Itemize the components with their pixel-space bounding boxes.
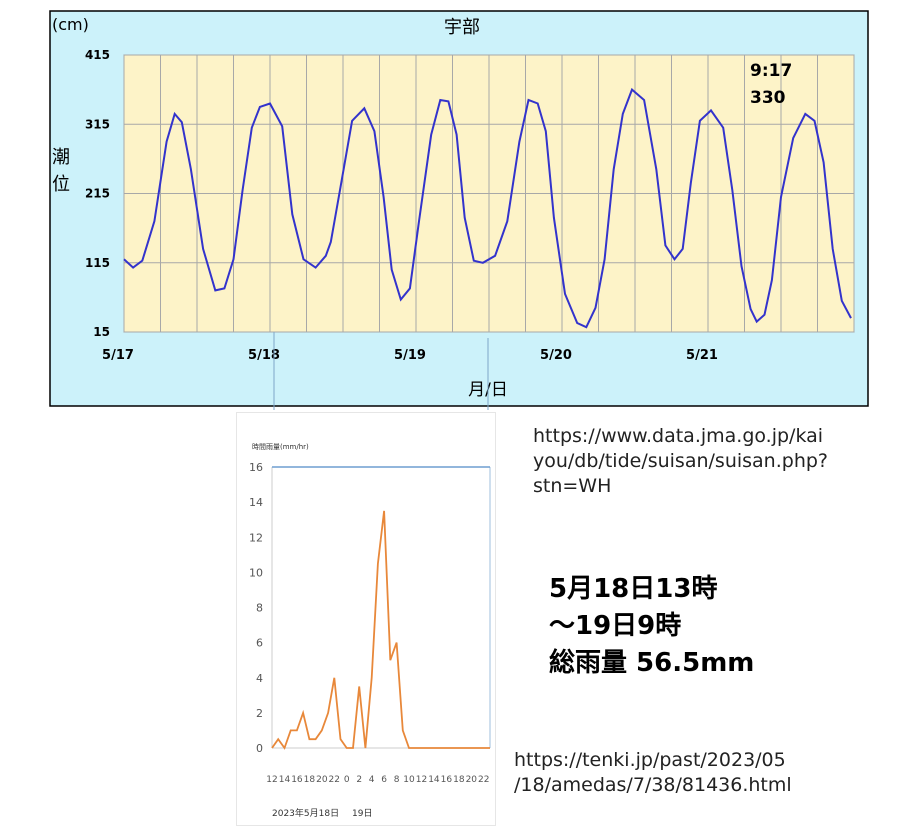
rain-y-tick-8: 8 <box>256 602 263 615</box>
rain-x-tick-10: 8 <box>394 775 400 785</box>
rain-x-tick-15: 18 <box>453 775 465 785</box>
tide-annotation-time: 9:17 <box>750 61 792 81</box>
tide-grid <box>123 54 855 333</box>
summary-total-rainfall: 総雨量 56.5mm <box>549 648 755 678</box>
rain-x-tick-11: 10 <box>403 775 415 785</box>
rain-x-tick-2: 16 <box>291 775 303 785</box>
rain-x-tick-1: 14 <box>279 775 291 785</box>
rain-x-tick-14: 16 <box>441 775 453 785</box>
rain-series-line <box>271 510 490 750</box>
rain-chart-frame <box>236 412 496 826</box>
rain-y-tick-4: 4 <box>256 672 263 685</box>
tide-series-line <box>123 87 852 329</box>
rain-y-tick-16: 16 <box>249 461 263 474</box>
rain-x-tick-9: 6 <box>381 775 387 785</box>
tide-x-tick-1: 5/18 <box>248 348 280 363</box>
summary-period-start: 5月18日13時 <box>549 574 718 604</box>
tide-annotation-value: 330 <box>750 88 786 108</box>
tide-x-tick-4: 5/21 <box>686 348 718 363</box>
tide-y-tick-115: 115 <box>85 256 110 270</box>
rain-y-tick-12: 12 <box>249 531 263 544</box>
tide-y-tick-15: 15 <box>93 325 110 339</box>
rain-source-url[interactable]: https://tenki.jp/past/2023/05 /18/amedas… <box>514 749 792 796</box>
tide-y-tick-415: 415 <box>85 48 110 62</box>
tide-y-tick-labels: 15 115 215 315 415 <box>85 48 110 339</box>
tide-x-tick-0: 5/17 <box>102 348 134 363</box>
rain-x-tick-13: 14 <box>428 775 440 785</box>
rain-y-tick-14: 14 <box>249 496 263 509</box>
rain-x-tick-4: 20 <box>316 775 328 785</box>
rain-x-tick-0: 12 <box>266 775 277 785</box>
rain-date-label-19: 19日 <box>352 808 372 819</box>
rain-date-label-18: 2023年5月18日 <box>272 807 339 819</box>
rain-y-tick-labels: 0 2 4 6 8 10 12 14 16 <box>249 461 263 755</box>
rain-x-tick-6: 0 <box>344 775 350 785</box>
tide-y-label-char-2: 位 <box>52 174 70 195</box>
tide-source-url[interactable]: https://www.data.jma.go.jp/kai you/db/ti… <box>533 425 829 497</box>
tide-y-label-char-1: 潮 <box>52 147 70 168</box>
rain-x-tick-12: 12 <box>416 775 427 785</box>
rain-x-tick-8: 4 <box>369 775 375 785</box>
rain-y-tick-2: 2 <box>256 707 263 720</box>
rain-x-tick-labels: 12 14 16 18 20 22 0 2 4 6 8 10 12 14 16 18 20 22 <box>266 775 489 785</box>
tide-unit-label: (cm) <box>52 15 89 34</box>
tide-y-axis-label: 潮 位 <box>52 147 70 195</box>
tide-x-tick-labels: 5/17 5/18 5/19 5/20 5/21 <box>102 348 718 363</box>
rain-x-tick-7: 2 <box>356 775 362 785</box>
rain-x-tick-5: 22 <box>329 775 340 785</box>
rain-y-tick-0: 0 <box>256 742 263 755</box>
rain-x-tick-17: 22 <box>478 775 489 785</box>
rain-grid <box>271 466 491 749</box>
summary-period-end: ～19日9時 <box>549 611 682 641</box>
rain-x-tick-3: 18 <box>304 775 316 785</box>
rain-summary: 5月18日13時 ～19日9時 総雨量 56.5mm <box>549 571 754 682</box>
rain-y-tick-6: 6 <box>256 637 263 650</box>
tide-x-tick-2: 5/19 <box>394 348 426 363</box>
rain-x-tick-16: 20 <box>466 775 478 785</box>
tide-x-tick-3: 5/20 <box>540 348 572 363</box>
tide-y-tick-215: 215 <box>85 187 110 201</box>
rain-y-axis-label: 時間雨量(mm/hr) <box>252 443 309 451</box>
tide-chart-title: 宇部 <box>444 17 480 38</box>
rain-y-tick-10: 10 <box>249 566 263 579</box>
tide-y-tick-315: 315 <box>85 117 110 131</box>
